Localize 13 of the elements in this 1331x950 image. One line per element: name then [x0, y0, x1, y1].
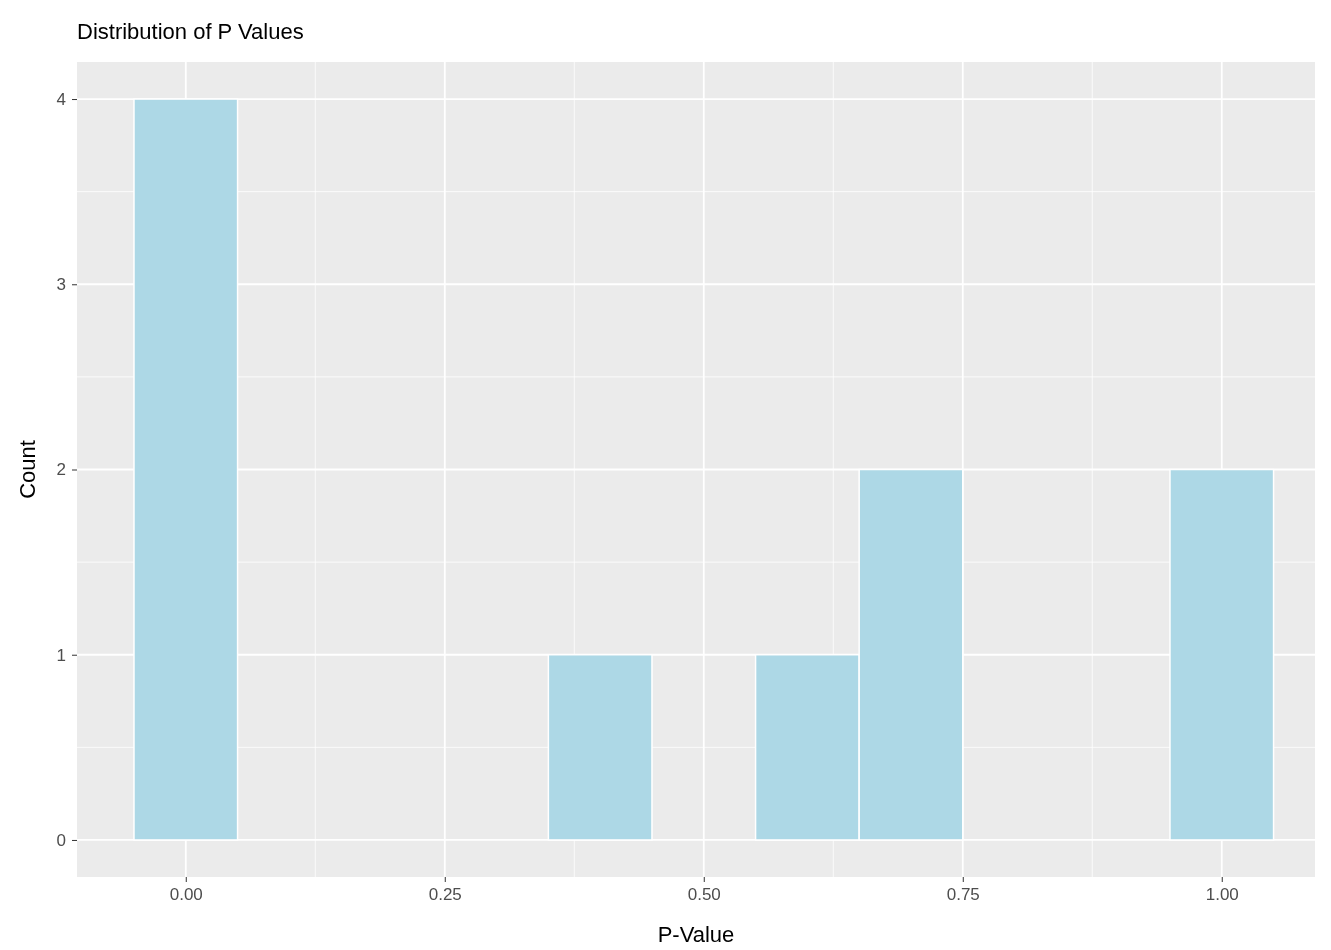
- x-tick-label: 1.00: [1205, 885, 1239, 905]
- y-tick-label: 1: [56, 645, 66, 665]
- x-axis-title: P-Value: [657, 922, 735, 947]
- y-axis-title: Count: [15, 440, 40, 499]
- y-tick-label: 4: [56, 89, 66, 109]
- x-tick-label: 0.25: [428, 885, 462, 905]
- chart-title: Distribution of P Values: [77, 19, 304, 44]
- y-tick-label: 2: [56, 460, 66, 480]
- y-tick-label: 0: [56, 830, 66, 850]
- x-tick-label: 0.00: [169, 885, 203, 905]
- x-tick-label: 0.50: [687, 885, 721, 905]
- x-tick-label: 0.75: [946, 885, 980, 905]
- y-tick-label: 3: [56, 275, 66, 295]
